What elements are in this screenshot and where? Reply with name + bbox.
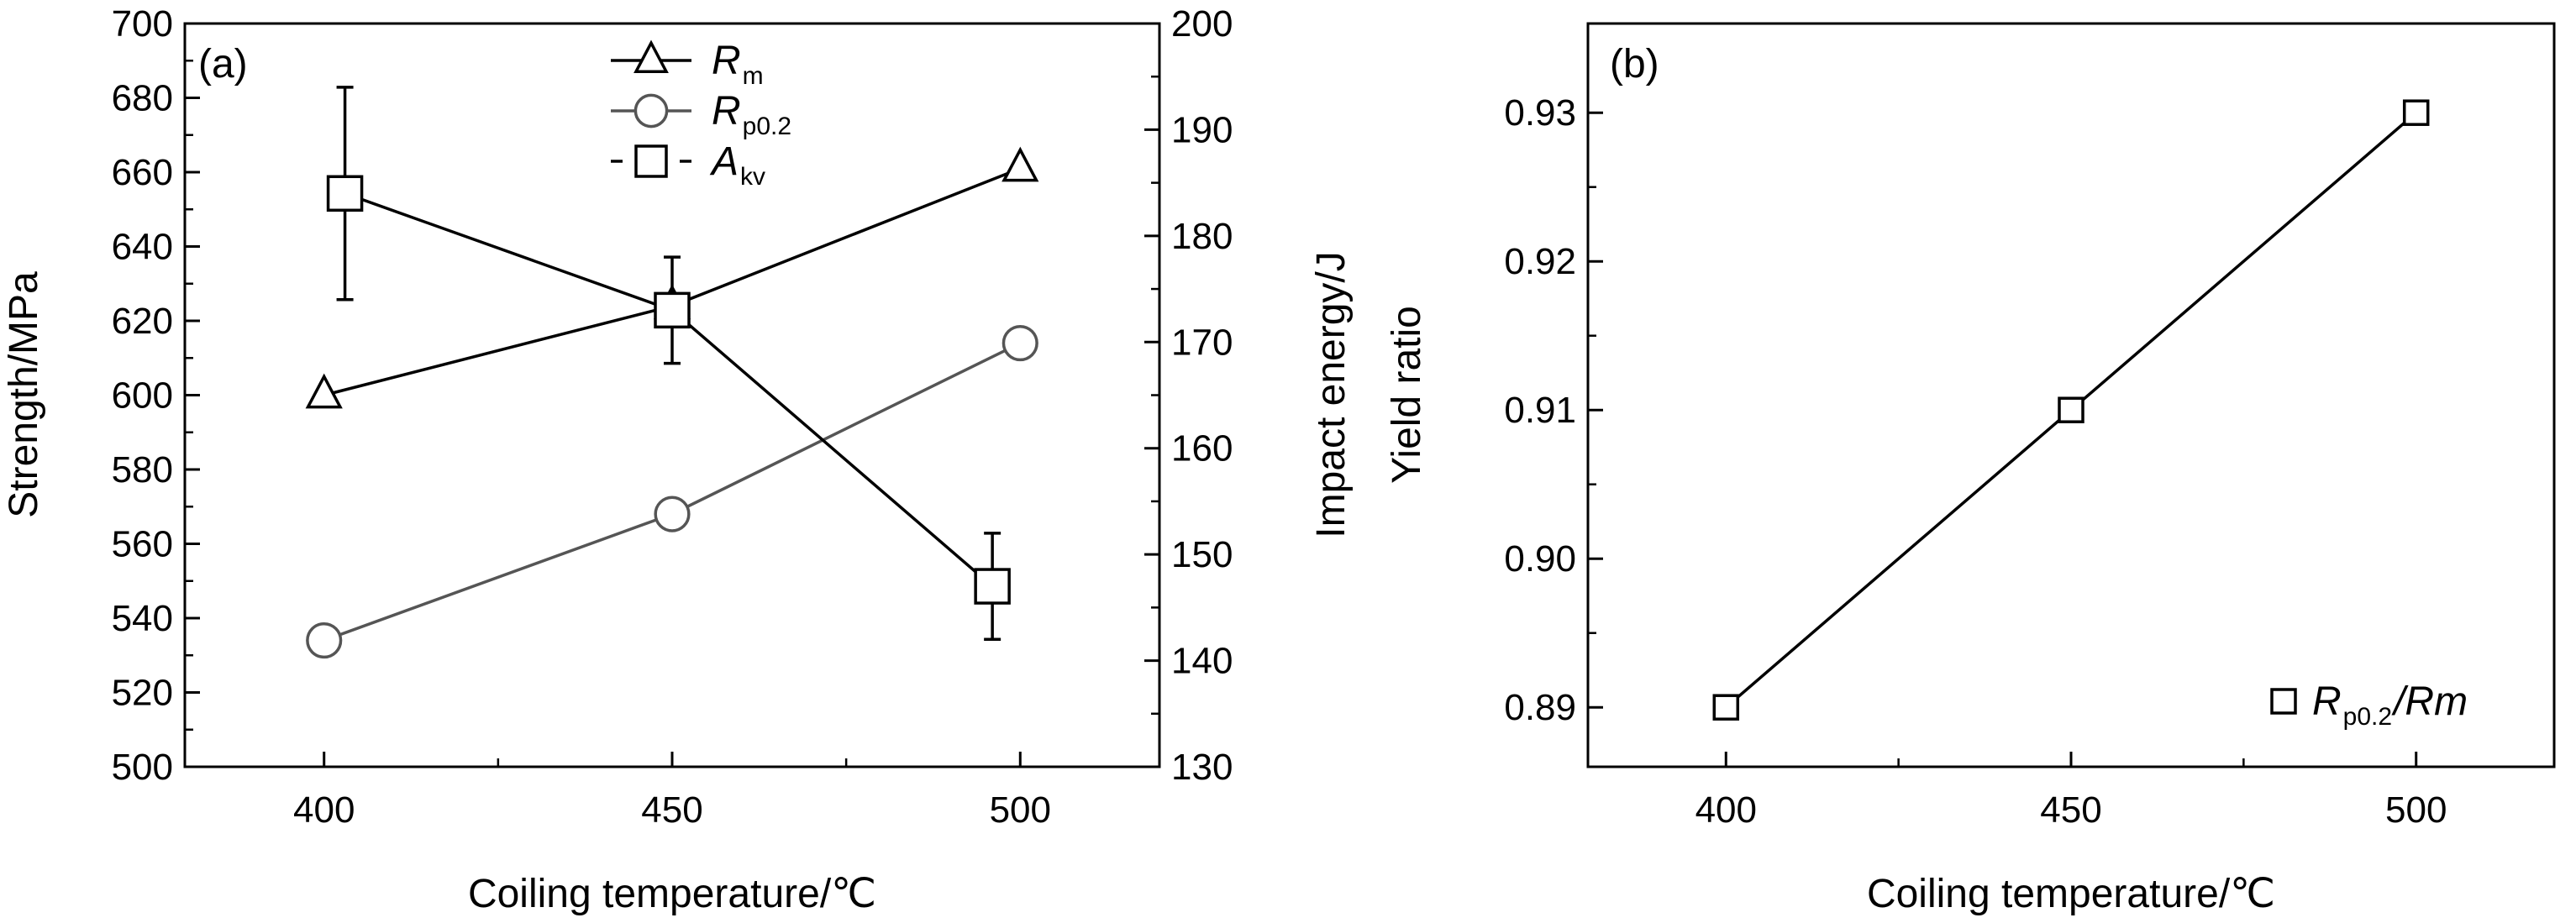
data-point-Akv [326, 175, 364, 212]
y-tick-label-left-a: 540 [112, 598, 173, 639]
y-tick-label-right-a: 140 [1171, 641, 1233, 682]
y-axis-title-left-a: Strength/MPa [2, 271, 46, 518]
data-point-Rp0.2/Rm [1712, 694, 1740, 721]
x-tick-label-a: 500 [990, 789, 1051, 831]
x-tick-label-a: 400 [293, 789, 355, 831]
y-tick-label-left-a: 580 [112, 449, 173, 490]
legend-label-Akv: Akv [709, 139, 765, 191]
y-tick-label-left-a: 600 [112, 375, 173, 417]
y-tick-label-right-a: 190 [1171, 109, 1233, 150]
y-tick-label-b: 0.92 [1504, 241, 1576, 282]
x-axis-title-b: Coiling temperature/℃ [1867, 872, 2275, 916]
x-tick-label-b: 500 [2385, 789, 2447, 831]
data-point-Rp0.2 [1001, 324, 1038, 362]
legend-label-Rp0.2: Rp0.2 [712, 89, 791, 140]
data-point-Rp0.2/Rm [2402, 99, 2430, 126]
y-tick-label-left-a: 500 [112, 747, 173, 788]
data-point-Rp0.2 [306, 621, 343, 659]
data-point-Rp0.2 [654, 496, 691, 532]
y-tick-label-right-a: 200 [1171, 3, 1233, 45]
legend-label-Rm: Rm [712, 39, 764, 90]
y-axis-title-b: Yield ratio [1385, 306, 1429, 484]
data-point-Rm [305, 373, 343, 409]
legend-marker-Rp0.2/Rm [2270, 688, 2297, 715]
y-axis-title-right-a: Impact energy/J [1309, 251, 1354, 538]
y-tick-label-right-a: 130 [1171, 747, 1233, 788]
y-tick-label-left-a: 520 [112, 673, 173, 714]
panel-b: (b) 0.89 0.90 0.91 0.92 0.93 400 450 500 Coilin… [1385, 22, 2556, 916]
x-tick-label-b: 450 [2040, 789, 2101, 831]
y-tick-label-b: 0.90 [1504, 538, 1576, 579]
y-tick-label-b: 0.91 [1504, 390, 1576, 431]
y-tick-label-b: 0.93 [1504, 92, 1576, 134]
y-tick-label-left-a: 620 [112, 301, 173, 342]
legend-marker-Rp0.2 [633, 93, 669, 128]
data-point-Rp0.2/Rm [2058, 396, 2084, 423]
legend-b: Rp0.2/Rm [2270, 679, 2468, 731]
panel-a: (a) 500 520 540 560 580 600 620 640 660 680 700 130… [2, 3, 1354, 916]
plot-frame-b [1586, 22, 2556, 768]
y-tick-label-left-a: 700 [112, 3, 173, 45]
y-tick-label-left-a: 680 [112, 78, 173, 119]
x-tick-label-a: 450 [641, 789, 702, 831]
legend-marker-Akv [634, 144, 668, 178]
y-tick-label-left-a: 660 [112, 152, 173, 193]
data-point-Akv [654, 291, 691, 329]
panel-label-a: (a) [198, 42, 248, 87]
y-tick-label-right-a: 170 [1171, 322, 1233, 363]
y-tick-label-left-a: 640 [112, 227, 173, 268]
data-point-Akv [974, 568, 1011, 605]
panel-label-b: (b) [1610, 42, 1659, 87]
series-line-Rp0.2 [323, 341, 1022, 642]
y-tick-label-right-a: 150 [1171, 534, 1233, 575]
data-point-Rm [1001, 146, 1039, 182]
y-tick-label-right-a: 160 [1171, 428, 1233, 469]
y-tick-label-b: 0.89 [1504, 687, 1576, 728]
x-axis-title-a: Coiling temperature/℃ [468, 872, 876, 916]
y-tick-label-left-a: 560 [112, 524, 173, 565]
y-tick-label-right-a: 180 [1171, 216, 1233, 257]
legend-marker-Rm [633, 39, 669, 73]
x-tick-label-b: 400 [1695, 789, 1757, 831]
legend-label-Rp0.2/Rm: Rp0.2/Rm [2312, 679, 2468, 731]
